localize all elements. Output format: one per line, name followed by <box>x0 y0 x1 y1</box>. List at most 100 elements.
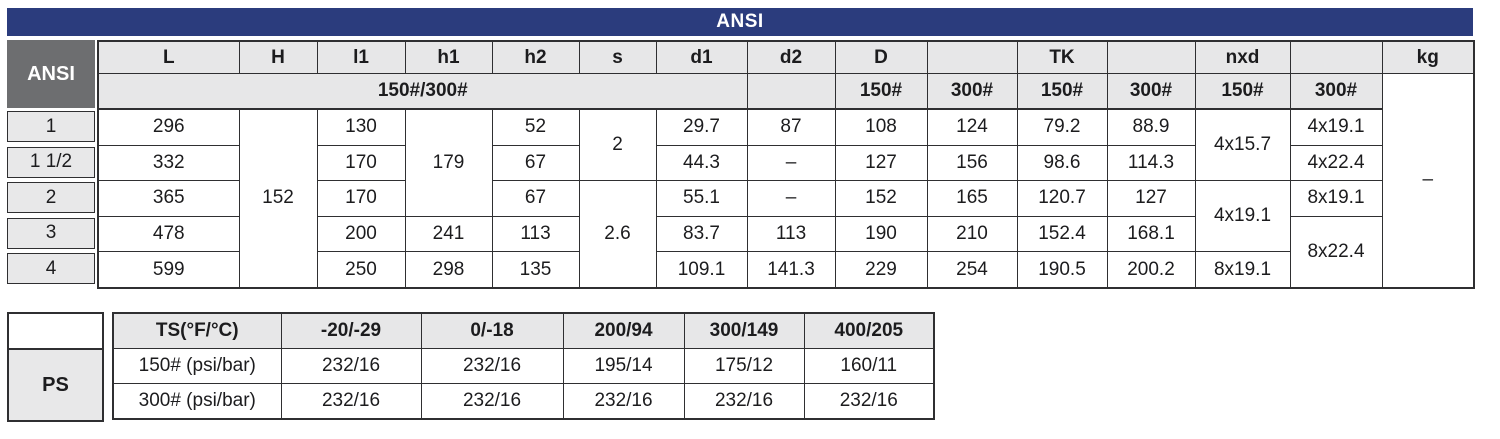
ps-value: 160/11 <box>803 348 935 384</box>
subheader-blank <box>746 73 836 110</box>
column-header-ts: TS(°F/°C) <box>112 312 282 349</box>
cell-TK150: 190.5 <box>1016 251 1108 289</box>
ps-value: 232/16 <box>280 383 422 420</box>
cell-nxd150: 4x19.1 <box>1194 180 1291 253</box>
ps-row-label: 150# (psi/bar) <box>112 348 282 384</box>
header-row-2: 150#/300# 150# 300# 150# 300# 150# 300# … <box>97 72 1475 289</box>
cell-L: 296 <box>97 108 240 146</box>
ps-value: 175/12 <box>683 348 805 384</box>
ps-value: 232/16 <box>420 348 564 384</box>
column-header-h2: h2 <box>491 40 580 74</box>
table-row-size-1: 296 152 130 179 52 2 29.7 87 108 124 79.… <box>97 108 1474 289</box>
cell-D300: 210 <box>926 215 1018 253</box>
ps-row-300: 300# (psi/bar) 232/16 232/16 232/16 232/… <box>112 383 935 420</box>
cell-nxd300: 8x19.1 <box>1289 180 1383 217</box>
cell-l1: 170 <box>316 144 406 182</box>
subheader-300: 300# <box>1289 73 1383 110</box>
cell-D300: 156 <box>926 144 1018 182</box>
cell-D300: 124 <box>926 108 1018 146</box>
column-header-temp: 0/-18 <box>420 312 564 349</box>
cell-s: 2 <box>578 108 657 182</box>
cell-kg: – <box>1381 72 1475 289</box>
column-header-d2: d2 <box>746 40 836 74</box>
cell-h2: 67 <box>491 144 580 182</box>
subheader-150: 150# <box>1194 73 1291 110</box>
column-header-D: D <box>834 40 928 74</box>
cell-TK300: 127 <box>1106 180 1196 217</box>
cell-h2: 52 <box>491 108 580 146</box>
cell-d1: 44.3 <box>655 144 748 182</box>
cell-D150: 108 <box>834 108 928 146</box>
cell-TK150: 98.6 <box>1016 144 1108 182</box>
column-header-blank <box>1106 40 1196 74</box>
cell-D150: 152 <box>834 180 928 217</box>
size-row-label: 4 <box>7 253 95 285</box>
cell-nxd300: 8x22.4 <box>1289 215 1383 289</box>
subheader-300: 300# <box>926 73 1018 110</box>
ps-row-group: PS <box>7 312 104 422</box>
column-header-kg: kg <box>1381 40 1475 74</box>
cell-nxd150: 8x19.1 <box>1194 251 1291 289</box>
column-header-blank <box>926 40 1018 74</box>
column-header-temp: 400/205 <box>803 312 935 349</box>
ps-group-label: PS <box>7 349 104 422</box>
table-row-size-4: 599 250 298 135 109.1 141.3 229 254 190.… <box>97 251 1474 289</box>
cell-H: 152 <box>238 108 318 289</box>
column-header-temp: 300/149 <box>683 312 805 349</box>
pressure-rating-table: TS(°F/°C) -20/-29 0/-18 200/94 300/149 4… <box>112 312 935 420</box>
column-header-H: H <box>238 40 318 74</box>
cell-l1: 250 <box>316 251 406 289</box>
cell-h2: 135 <box>491 251 580 289</box>
ps-value: 195/14 <box>562 348 685 384</box>
cell-l1: 200 <box>316 215 406 253</box>
cell-h1: 241 <box>404 215 493 253</box>
cell-TK150: 79.2 <box>1016 108 1108 146</box>
column-header-L: L <box>97 40 240 74</box>
cell-nxd300: 4x22.4 <box>1289 144 1383 182</box>
cell-d1: 109.1 <box>655 251 748 289</box>
cell-h2: 113 <box>491 215 580 253</box>
cell-TK300: 200.2 <box>1106 251 1196 289</box>
cell-h2: 67 <box>491 180 580 217</box>
cell-d2: 113 <box>746 215 836 253</box>
cell-TK300: 114.3 <box>1106 144 1196 182</box>
ansi-dimensions-table: L H l1 h1 h2 s d1 d2 D TK nxd kg 150#/30… <box>97 40 1475 289</box>
cell-L: 599 <box>97 251 240 289</box>
subheader-300: 300# <box>1106 73 1196 110</box>
ps-row-150: 150# (psi/bar) 232/16 232/16 195/14 175/… <box>112 348 935 384</box>
ps-value: 232/16 <box>803 383 935 420</box>
ps-row-label: 300# (psi/bar) <box>112 383 282 420</box>
cell-nxd150: 4x15.7 <box>1194 108 1291 182</box>
cell-h1: 298 <box>404 251 493 289</box>
column-header-l1: l1 <box>316 40 406 74</box>
column-header-temp: 200/94 <box>562 312 685 349</box>
size-row-label: 1 1/2 <box>7 146 95 178</box>
ps-value: 232/16 <box>562 383 685 420</box>
cell-d1: 55.1 <box>655 180 748 217</box>
column-header-nxd: nxd <box>1194 40 1291 74</box>
cell-D300: 165 <box>926 180 1018 217</box>
ps-value: 232/16 <box>420 383 564 420</box>
ps-value: 232/16 <box>683 383 805 420</box>
corner-label-ansi: ANSI <box>7 40 95 108</box>
ps-header-row: TS(°F/°C) -20/-29 0/-18 200/94 300/149 4… <box>112 312 935 349</box>
cell-nxd300: 4x19.1 <box>1289 108 1383 146</box>
column-header-TK: TK <box>1016 40 1108 74</box>
ps-value: 232/16 <box>280 348 422 384</box>
cell-l1: 130 <box>316 108 406 146</box>
column-header-temp: -20/-29 <box>280 312 422 349</box>
cell-TK150: 152.4 <box>1016 215 1108 253</box>
table-title-bar: ANSI <box>7 8 1473 36</box>
cell-TK300: 168.1 <box>1106 215 1196 253</box>
cell-d1: 29.7 <box>655 108 748 146</box>
cell-d2: – <box>746 180 836 217</box>
cell-D300: 254 <box>926 251 1018 289</box>
size-row-label: 1 <box>7 111 95 142</box>
cell-L: 332 <box>97 144 240 182</box>
column-header-h1: h1 <box>404 40 493 74</box>
subheader-150-300: 150#/300# <box>97 73 748 110</box>
size-row-label: 2 <box>7 182 95 214</box>
cell-h1: 179 <box>404 108 493 217</box>
ps-corner-blank <box>7 312 104 350</box>
cell-d2: 141.3 <box>746 251 836 289</box>
